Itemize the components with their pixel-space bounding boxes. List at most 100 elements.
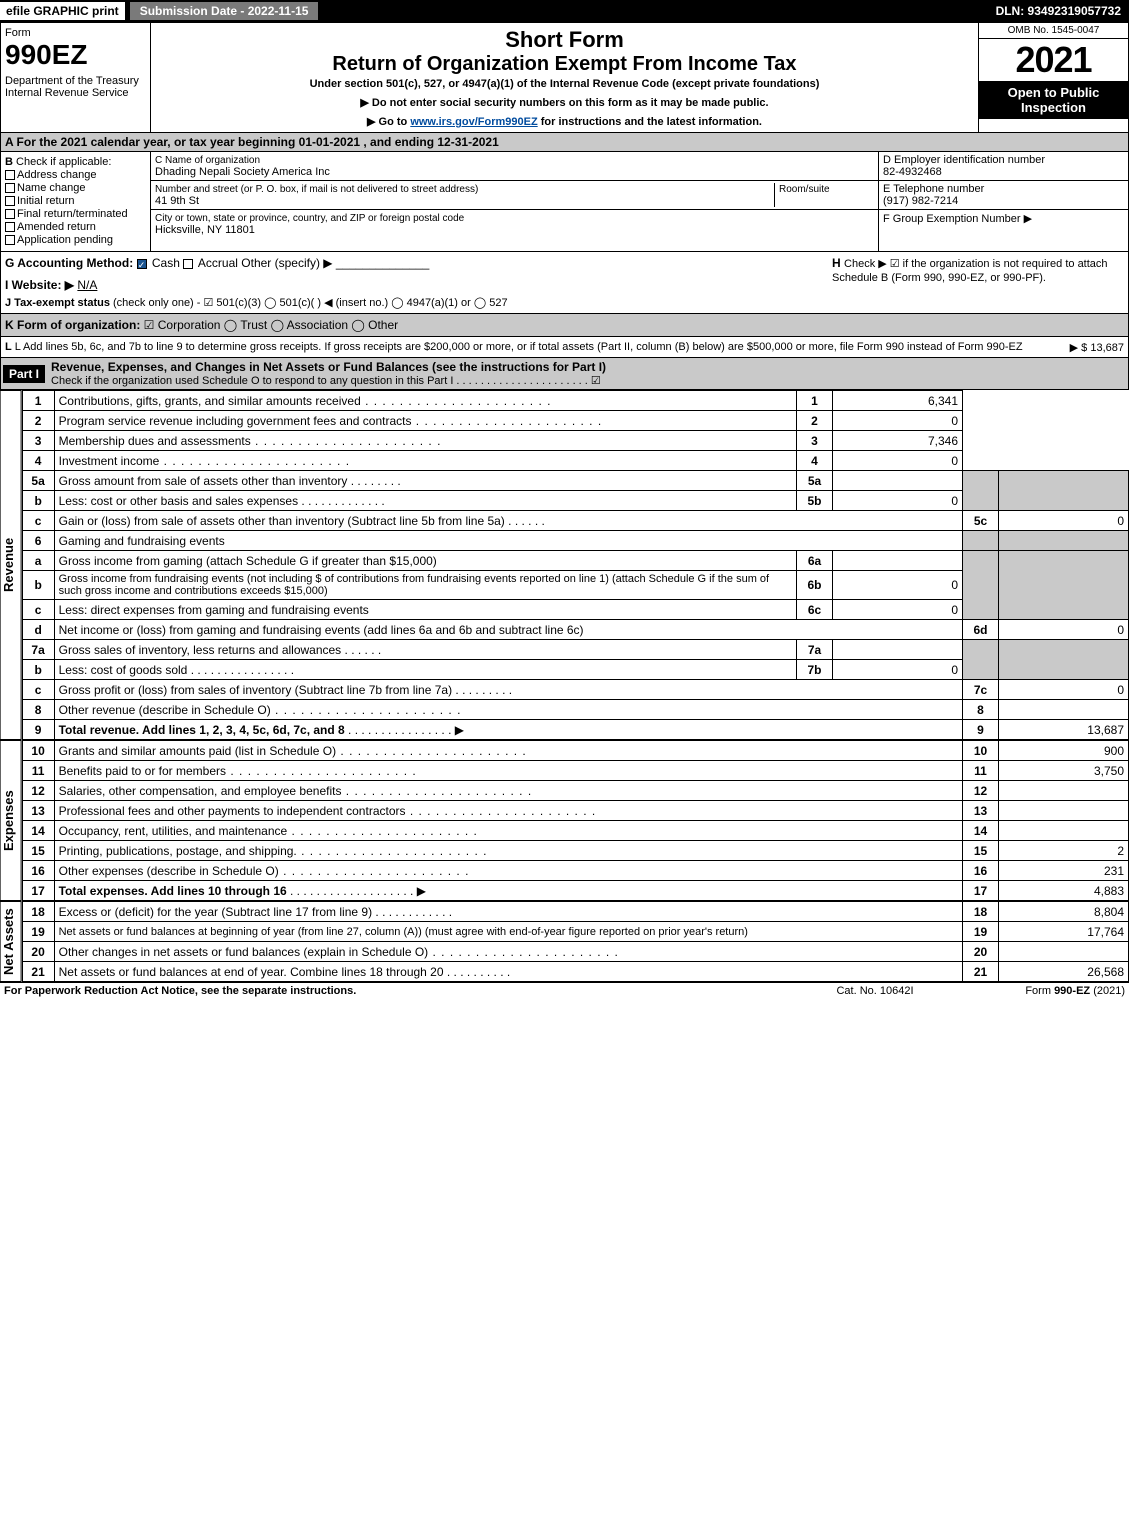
short-form-title: Short Form xyxy=(155,27,974,53)
lbl-application-pending: Application pending xyxy=(17,234,113,246)
accounting-label: G Accounting Method: xyxy=(5,256,133,270)
revenue-section: Revenue 1Contributions, gifts, grants, a… xyxy=(0,390,1129,740)
website-value: N/A xyxy=(77,278,97,292)
line-17: 17Total expenses. Add lines 10 through 1… xyxy=(22,881,1128,901)
line-14: 14Occupancy, rent, utilities, and mainte… xyxy=(22,821,1128,841)
room-label: Room/suite xyxy=(779,184,830,195)
check-if-label: Check if applicable: xyxy=(16,156,111,168)
lbl-accrual: Accrual xyxy=(198,256,238,270)
website-label: I Website: ▶ xyxy=(5,278,74,292)
line-18: 18Excess or (deficit) for the year (Subt… xyxy=(22,902,1128,922)
expenses-section: Expenses 10Grants and similar amounts pa… xyxy=(0,740,1129,901)
block-l-text: L Add lines 5b, 6c, and 7b to line 9 to … xyxy=(15,341,1023,353)
block-h-label: H xyxy=(832,256,841,270)
line-5c: cGain or (loss) from sale of assets othe… xyxy=(22,511,1128,531)
org-name: Dhading Nepali Society America Inc xyxy=(155,166,330,178)
cb-final-return[interactable] xyxy=(5,209,15,219)
line-2: 2Program service revenue including gover… xyxy=(22,411,1128,431)
part1-header: Part I Revenue, Expenses, and Changes in… xyxy=(0,358,1129,390)
street-label: Number and street (or P. O. box, if mail… xyxy=(155,184,478,195)
ein-label: D Employer identification number xyxy=(883,154,1045,166)
lbl-other-method: Other (specify) ▶ xyxy=(241,256,332,270)
line-10: 10Grants and similar amounts paid (list … xyxy=(22,741,1128,761)
netassets-side-label: Net Assets xyxy=(0,901,22,982)
irs-link[interactable]: www.irs.gov/Form990EZ xyxy=(410,116,537,128)
line-12: 12Salaries, other compensation, and empl… xyxy=(22,781,1128,801)
line-20: 20Other changes in net assets or fund ba… xyxy=(22,942,1128,962)
main-title: Return of Organization Exempt From Incom… xyxy=(155,53,974,76)
cb-initial-return[interactable] xyxy=(5,196,15,206)
form-org-text: ☑ Corporation ◯ Trust ◯ Association ◯ Ot… xyxy=(144,318,398,332)
line-7a: 7aGross sales of inventory, less returns… xyxy=(22,640,1128,660)
page-footer: For Paperwork Reduction Act Notice, see … xyxy=(0,982,1129,999)
tax-exempt-text: (check only one) - ☑ 501(c)(3) ◯ 501(c)(… xyxy=(113,297,508,309)
cb-address-change[interactable] xyxy=(5,170,15,180)
line-6: 6Gaming and fundraising events xyxy=(22,531,1128,551)
line-9: 9Total revenue. Add lines 1, 2, 3, 4, 5c… xyxy=(22,720,1128,740)
lbl-final-return: Final return/terminated xyxy=(17,208,128,220)
form-org-label: K Form of organization: xyxy=(5,318,140,332)
footer-left: For Paperwork Reduction Act Notice, see … xyxy=(4,985,775,997)
top-bar: efile GRAPHIC print Submission Date - 20… xyxy=(0,0,1129,22)
expenses-side-label: Expenses xyxy=(0,740,22,901)
line-6d: dNet income or (loss) from gaming and fu… xyxy=(22,620,1128,640)
section-a: A For the 2021 calendar year, or tax yea… xyxy=(0,133,1129,152)
street-value: 41 9th St xyxy=(155,195,199,207)
instr2-post: for instructions and the latest informat… xyxy=(538,116,762,128)
cb-amended-return[interactable] xyxy=(5,222,15,232)
instruction-1: ▶ Do not enter social security numbers o… xyxy=(155,96,974,109)
subtitle: Under section 501(c), 527, or 4947(a)(1)… xyxy=(155,78,974,90)
lbl-address-change: Address change xyxy=(17,169,97,181)
city-value: Hicksville, NY 11801 xyxy=(155,224,255,236)
part1-title: Revenue, Expenses, and Changes in Net As… xyxy=(45,360,1126,374)
revenue-side-label: Revenue xyxy=(0,390,22,740)
submission-date: Submission Date - 2022-11-15 xyxy=(129,1,320,21)
dln-label: DLN: 93492319057732 xyxy=(988,2,1129,20)
part1-sub: Check if the organization used Schedule … xyxy=(45,374,1126,387)
open-inspection: Open to Public Inspection xyxy=(979,81,1128,119)
ein-value: 82-4932468 xyxy=(883,166,942,178)
efile-label[interactable]: efile GRAPHIC print xyxy=(0,2,125,20)
phone-value: (917) 982-7214 xyxy=(883,195,958,207)
line-1: 1Contributions, gifts, grants, and simil… xyxy=(22,391,1128,411)
instruction-2: ▶ Go to www.irs.gov/Form990EZ for instru… xyxy=(155,115,974,128)
line-13: 13Professional fees and other payments t… xyxy=(22,801,1128,821)
cb-application-pending[interactable] xyxy=(5,235,15,245)
block-k: K Form of organization: ☑ Corporation ◯ … xyxy=(0,314,1129,337)
line-5a: 5aGross amount from sale of assets other… xyxy=(22,471,1128,491)
city-label: City or town, state or province, country… xyxy=(155,213,464,224)
line-8: 8Other revenue (describe in Schedule O)8 xyxy=(22,700,1128,720)
lbl-initial-return: Initial return xyxy=(17,195,74,207)
line-16: 16Other expenses (describe in Schedule O… xyxy=(22,861,1128,881)
line-11: 11Benefits paid to or for members113,750 xyxy=(22,761,1128,781)
netassets-section: Net Assets 18Excess or (deficit) for the… xyxy=(0,901,1129,982)
info-block: B Check if applicable: Address change Na… xyxy=(0,152,1129,252)
form-header: Form 990EZ Department of the Treasury In… xyxy=(0,22,1129,133)
footer-mid: Cat. No. 10642I xyxy=(775,985,975,997)
netassets-table: 18Excess or (deficit) for the year (Subt… xyxy=(22,901,1129,982)
part1-label: Part I xyxy=(3,365,45,383)
revenue-table: 1Contributions, gifts, grants, and simil… xyxy=(22,390,1129,740)
form-number: 990EZ xyxy=(5,39,146,71)
line-4: 4Investment income40 xyxy=(22,451,1128,471)
part1-checked: ☑ xyxy=(591,375,601,387)
omb-number: OMB No. 1545-0047 xyxy=(979,23,1128,39)
dept-label: Department of the Treasury Internal Reve… xyxy=(5,75,146,99)
cb-cash[interactable]: ✓ xyxy=(137,259,147,269)
footer-right: Form 990-EZ (2021) xyxy=(975,985,1125,997)
line-15: 15Printing, publications, postage, and s… xyxy=(22,841,1128,861)
block-b-label: B xyxy=(5,156,13,168)
block-g-h: G Accounting Method: ✓ Cash Accrual Othe… xyxy=(0,252,1129,314)
cb-name-change[interactable] xyxy=(5,183,15,193)
expenses-table: 10Grants and similar amounts paid (list … xyxy=(22,740,1129,901)
block-l: L L Add lines 5b, 6c, and 7b to line 9 t… xyxy=(0,337,1129,358)
cb-accrual[interactable] xyxy=(183,259,193,269)
block-h-text: Check ▶ ☑ if the organization is not req… xyxy=(832,258,1108,284)
line-3: 3Membership dues and assessments37,346 xyxy=(22,431,1128,451)
lbl-cash: Cash xyxy=(152,256,180,270)
line-19: 19Net assets or fund balances at beginni… xyxy=(22,922,1128,942)
lbl-amended-return: Amended return xyxy=(17,221,96,233)
tax-exempt-label: J Tax-exempt status xyxy=(5,297,110,309)
form-label: Form xyxy=(5,27,146,39)
group-label: F Group Exemption Number ▶ xyxy=(883,213,1032,225)
